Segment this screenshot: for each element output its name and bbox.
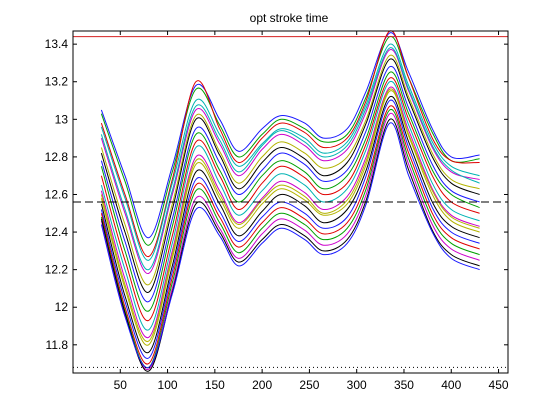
- series-line-5: [100, 49, 480, 274]
- series-line-3: [100, 30, 480, 257]
- y-tick-label: 12.4: [45, 225, 69, 239]
- x-tick-label: 100: [158, 378, 178, 392]
- y-tick-label: 12.6: [45, 187, 69, 201]
- series-line-21: [100, 88, 480, 342]
- x-tick-label: 50: [114, 378, 128, 392]
- y-tick-label: 13.2: [45, 75, 69, 89]
- series-line-16: [100, 105, 480, 365]
- series-line-11: [100, 81, 480, 331]
- y-axis: 11.8 12 12.2 12.4 12.6 12.8 13 13.2 13.4: [45, 37, 508, 352]
- series-line-10: [100, 77, 480, 321]
- y-tick-label: 12: [55, 300, 69, 314]
- x-tick-label: 450: [489, 378, 509, 392]
- reference-lines: [73, 36, 508, 368]
- y-tick-label: 13: [55, 112, 69, 126]
- x-tick-label: 250: [299, 378, 319, 392]
- y-tick-label: 11.8: [46, 338, 69, 352]
- series-line-15: [100, 99, 480, 359]
- series-line-17: [100, 109, 480, 369]
- x-tick-label: 400: [441, 378, 461, 392]
- series-line-9: [100, 71, 480, 312]
- y-tick-label: 13.4: [45, 37, 69, 51]
- series-line-8: [100, 66, 480, 303]
- series-line-7: [100, 58, 480, 293]
- series-line-12: [100, 86, 480, 338]
- series-line-6: [100, 54, 480, 286]
- series-line-18: [100, 113, 480, 370]
- plot-area-frame: [72, 30, 509, 374]
- x-tick-label: 200: [252, 378, 272, 392]
- series-line-1: [100, 32, 480, 239]
- x-tick-label: 350: [394, 378, 414, 392]
- x-tick-label: 150: [205, 378, 225, 392]
- series-line-13: [100, 90, 480, 346]
- x-axis: 50 100 150 200 250 300 350 400 450: [114, 31, 509, 392]
- series-line-4: [100, 43, 480, 261]
- series-line-14: [100, 96, 480, 353]
- series-line-22: [100, 122, 480, 368]
- chart-title: opt stroke time: [250, 11, 329, 25]
- x-tick-label: 300: [347, 378, 367, 392]
- y-tick-label: 12.8: [45, 150, 69, 164]
- series-line-20: [100, 47, 480, 271]
- y-tick-label: 12.2: [45, 263, 69, 277]
- series-group: [100, 30, 480, 372]
